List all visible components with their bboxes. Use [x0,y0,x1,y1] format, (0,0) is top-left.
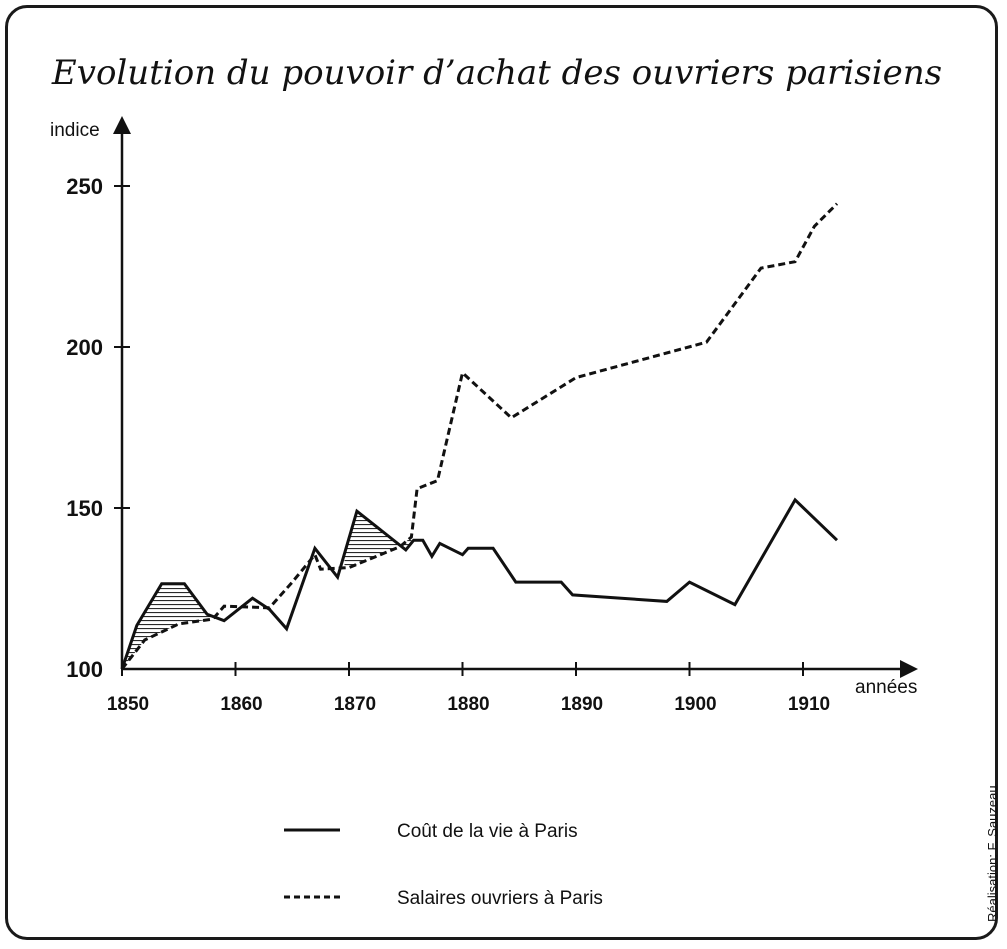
x-tick-label: 1910 [788,694,830,715]
chart-frame [5,5,998,940]
x-axis-label: années [855,677,917,698]
chart-title: Evolution du pouvoir d’achat des ouvrier… [51,53,942,93]
y-axis-arrow [113,116,131,134]
x-tick-label: 1880 [447,694,489,715]
x-tick-label: 1890 [561,694,603,715]
credit: Réalisation: F. Sauzeau [985,785,1000,922]
x-tick-label: 1850 [107,694,149,715]
x-tick-label: 1900 [674,694,716,715]
y-tick-label: 150 [66,496,103,521]
x-axis-arrow [900,660,918,678]
legend-label-wages: Salaires ouvriers à Paris [397,888,603,909]
y-axis-label: indice [50,120,100,141]
hatched-area [344,511,412,568]
axis-ticks: 1850 1860 1870 1880 1890 1900 1910 100 150 200 250 [66,174,830,715]
legend-label-cost: Coût de la vie à Paris [397,821,578,842]
legend: Coût de la vie à Paris Salaires ouvriers… [284,821,603,909]
series-line-wages [120,202,839,670]
y-tick-label: 100 [66,657,103,682]
series-line-cost-of-living [120,497,839,670]
x-tick-label: 1870 [334,694,376,715]
x-tick-label: 1860 [220,694,262,715]
y-tick-label: 200 [66,335,103,360]
hatched-area [122,583,217,669]
hatched-areas [122,511,412,669]
y-tick-label: 250 [66,174,103,199]
series-lines [120,202,839,670]
